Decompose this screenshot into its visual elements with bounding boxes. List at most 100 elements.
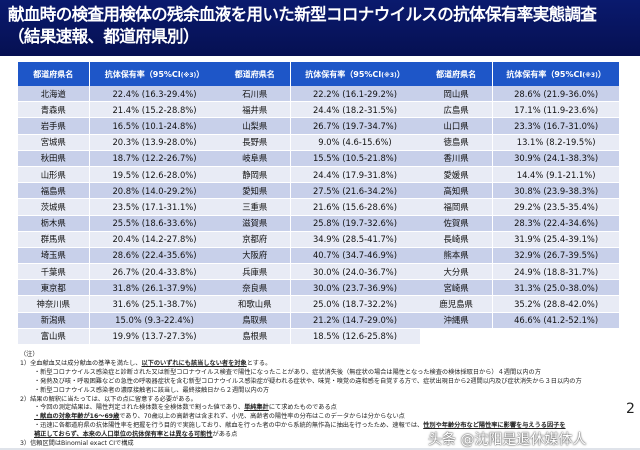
- note-1b: ・発熱及び咳・呼吸困難などの急性の呼吸器症状を含む新型コロナウイルス感染症が疑わ…: [34, 377, 582, 385]
- page-title: 献血時の検査用検体の残余血液を用いた新型コロナウイルスの抗体保有率実態調査: [8, 5, 597, 24]
- table-row: 東京都 31.8% (26.1-37.9%): [18, 279, 221, 297]
- header-note-ref: (※3): [582, 71, 598, 79]
- header-rate-text: 抗体保有率（95%CI: [305, 69, 382, 79]
- table-row: 京都府 34.9% (28.5-41.7%): [220, 231, 421, 248]
- rate-cell: 34.9% (28.5-41.7%): [290, 231, 421, 248]
- note-emphasis: 補正しておらず、本来の人口単位の抗体保有率とは異なる可能性: [34, 431, 213, 439]
- table-row: 奈良県 30.0% (23.7-36.9%): [220, 279, 421, 297]
- prefecture-cell: 香川県: [420, 150, 494, 167]
- table-row: 佐賀県 28.3% (22.4-34.6%): [420, 215, 620, 232]
- prefecture-cell: 大分県: [420, 263, 494, 281]
- rate-cell: 31.3% (25.0-38.0%): [492, 279, 620, 297]
- table-row: 茨城県 23.5% (17.1-31.1%): [18, 198, 221, 216]
- prefecture-cell: 長野県: [220, 134, 291, 151]
- table-row: 神奈川県 31.6% (25.1-38.7%): [18, 295, 221, 313]
- header-note-ref: (※3): [381, 71, 397, 79]
- table-row: 長崎県 31.9% (25.4-39.1%): [420, 231, 620, 248]
- table-row: 静岡県 24.4% (17.9-31.8%): [220, 166, 421, 184]
- rate-cell: 32.9% (26.7-39.5%): [492, 247, 620, 265]
- rate-cell: 35.2% (28.8-42.0%): [492, 295, 620, 313]
- prefecture-cell: 和歌山県: [220, 295, 291, 313]
- prefecture-cell: 北海道: [18, 86, 90, 103]
- prefecture-cell: 岐阜県: [220, 150, 291, 167]
- table-row: 北海道 22.4% (16.3-29.4%): [18, 86, 221, 103]
- header-close: ）: [196, 69, 205, 79]
- rate-cell: 31.6% (25.1-38.7%): [89, 295, 221, 313]
- rate-cell: 23.3% (16.7-31.0%): [492, 117, 620, 135]
- rate-cell: 30.8% (23.9-38.3%): [492, 182, 620, 200]
- prefecture-cell: 神奈川県: [18, 295, 90, 313]
- prefecture-cell: 大阪府: [220, 247, 291, 265]
- rate-cell: 27.5% (21.6-34.2%): [290, 182, 421, 200]
- prefecture-cell: 山梨県: [220, 117, 291, 135]
- prefecture-cell: 茨城県: [18, 198, 90, 216]
- header-prefecture: 都道府県名: [18, 62, 90, 86]
- rate-cell: 28.6% (22.4-35.6%): [89, 247, 221, 265]
- rate-cell: 19.5% (12.6-28.0%): [89, 166, 221, 184]
- rate-cell: 25.5% (18.6-33.6%): [89, 215, 221, 232]
- prefecture-cell: 宮崎県: [420, 279, 494, 297]
- page-subtitle: （結果速報、都道府県別）: [8, 27, 199, 46]
- rate-cell: 15.0% (9.3-22.4%): [89, 312, 221, 329]
- rate-cell: 18.7% (12.2-26.7%): [89, 150, 221, 167]
- table-row: 福島県 20.8% (14.0-29.2%): [18, 182, 221, 200]
- table-row: 広島県 17.1% (11.9-23.6%): [420, 101, 620, 119]
- header-prefecture: 都道府県名: [420, 62, 494, 86]
- notes-heading: （注）: [20, 351, 39, 358]
- rate-cell: 25.0% (18.7-32.2%): [290, 295, 421, 313]
- header-close: ）: [597, 69, 606, 79]
- rate-cell: 24.4% (18.2-31.5%): [290, 101, 421, 119]
- prefecture-cell: 長崎県: [420, 231, 494, 248]
- prefecture-cell: 福岡県: [420, 198, 494, 216]
- table-row: 山梨県 26.7% (19.7-34.7%): [220, 117, 421, 135]
- table-row: 鳥取県 21.2% (14.7-29.0%): [220, 312, 421, 329]
- rate-cell: 24.4% (17.9-31.8%): [290, 166, 421, 184]
- header-antibody-rate: 抗体保有率（95%CI(※3)）: [290, 62, 421, 86]
- prefecture-cell: 山口県: [420, 117, 494, 135]
- rate-cell: 25.8% (19.7-32.6%): [290, 215, 421, 232]
- table-row: 和歌山県 25.0% (18.7-32.2%): [220, 295, 421, 313]
- prefecture-cell: 山形県: [18, 166, 90, 184]
- rate-cell: 20.4% (14.2-27.8%): [89, 231, 221, 248]
- rate-cell: 21.2% (14.7-29.0%): [290, 312, 421, 329]
- table-row: 群馬県 20.4% (14.2-27.8%): [18, 231, 221, 248]
- prefecture-cell: 広島県: [420, 101, 494, 119]
- rate-cell: 28.6% (21.9-36.0%): [492, 86, 620, 103]
- header-antibody-rate: 抗体保有率（95%CI(※3)）: [492, 62, 620, 86]
- prefecture-cell: 富山県: [18, 328, 90, 346]
- note-text: ・迅速に各都道府県の抗体陽性率を把握を行う目的で実施しており、献血を行った者の中…: [34, 422, 424, 430]
- rate-cell: 26.7% (20.4-33.8%): [89, 263, 221, 281]
- table-row: 大分県 24.9% (18.8-31.7%): [420, 263, 620, 281]
- note-2d: 補正しておらず、本来の人口単位の抗体保有率とは異なる可能性がある点: [20, 431, 620, 440]
- note-emphasis: 以下のいずれにも該当しない者を対象: [141, 359, 247, 367]
- rate-cell: 15.5% (10.5-21.8%): [290, 150, 421, 167]
- note-text: がある点: [212, 431, 238, 439]
- note-emphasis: 単純集計: [244, 404, 269, 412]
- prefecture-cell: 秋田県: [18, 150, 90, 167]
- table-row: 千葉県 26.7% (20.4-33.8%): [18, 263, 221, 281]
- table-row: 高知県 30.8% (23.9-38.3%): [420, 182, 620, 200]
- prefecture-cell: 埼玉県: [18, 247, 90, 265]
- prefecture-cell: 愛媛県: [420, 166, 494, 184]
- rate-cell: 22.2% (16.1-29.2%): [290, 86, 421, 103]
- table-row: 岡山県 28.6% (21.9-36.0%): [420, 86, 620, 103]
- rate-cell: 14.4% (9.1-21.1%): [492, 166, 620, 184]
- prefecture-cell: 栃木県: [18, 215, 90, 232]
- rate-cell: 30.0% (24.0-36.7%): [290, 263, 421, 281]
- table-row: 宮崎県 31.3% (25.0-38.0%): [420, 279, 620, 297]
- table-row: 福井県 24.4% (18.2-31.5%): [220, 101, 421, 119]
- table-group-1: 都道府県名 抗体保有率（95%CI(※3)） 北海道 22.4% (16.3-29.4…: [18, 62, 221, 346]
- table-row: 沖縄県 46.6% (41.2-52.1%): [420, 312, 620, 329]
- table-row: 岐阜県 15.5% (10.5-21.8%): [220, 150, 421, 167]
- prefecture-cell: 兵庫県: [220, 263, 291, 281]
- table-row: 島根県 18.5% (12.6-25.8%): [220, 328, 421, 346]
- page-number: 2: [626, 401, 635, 417]
- note-2a: ・今回の測定結果は、陽性判定された検体数を全検体数で割った値であり、単純集計にて…: [20, 404, 620, 413]
- note-2c: ・迅速に各都道府県の抗体陽性率を把握を行う目的で実施しており、献血を行った者の中…: [20, 422, 620, 431]
- table-row: 宮城県 20.3% (13.9-28.0%): [18, 134, 221, 151]
- rate-cell: 9.0% (4.6-15.6%): [290, 134, 421, 151]
- note-2b: ・献血の対象年齢が16～69歳であり、70歳以上の高齢者は含まれず、小児、高齢者…: [20, 413, 620, 422]
- table-row: 岩手県 16.5% (10.1-24.8%): [18, 117, 221, 135]
- header-close: ）: [396, 69, 405, 79]
- prefecture-cell: 高知県: [420, 182, 494, 200]
